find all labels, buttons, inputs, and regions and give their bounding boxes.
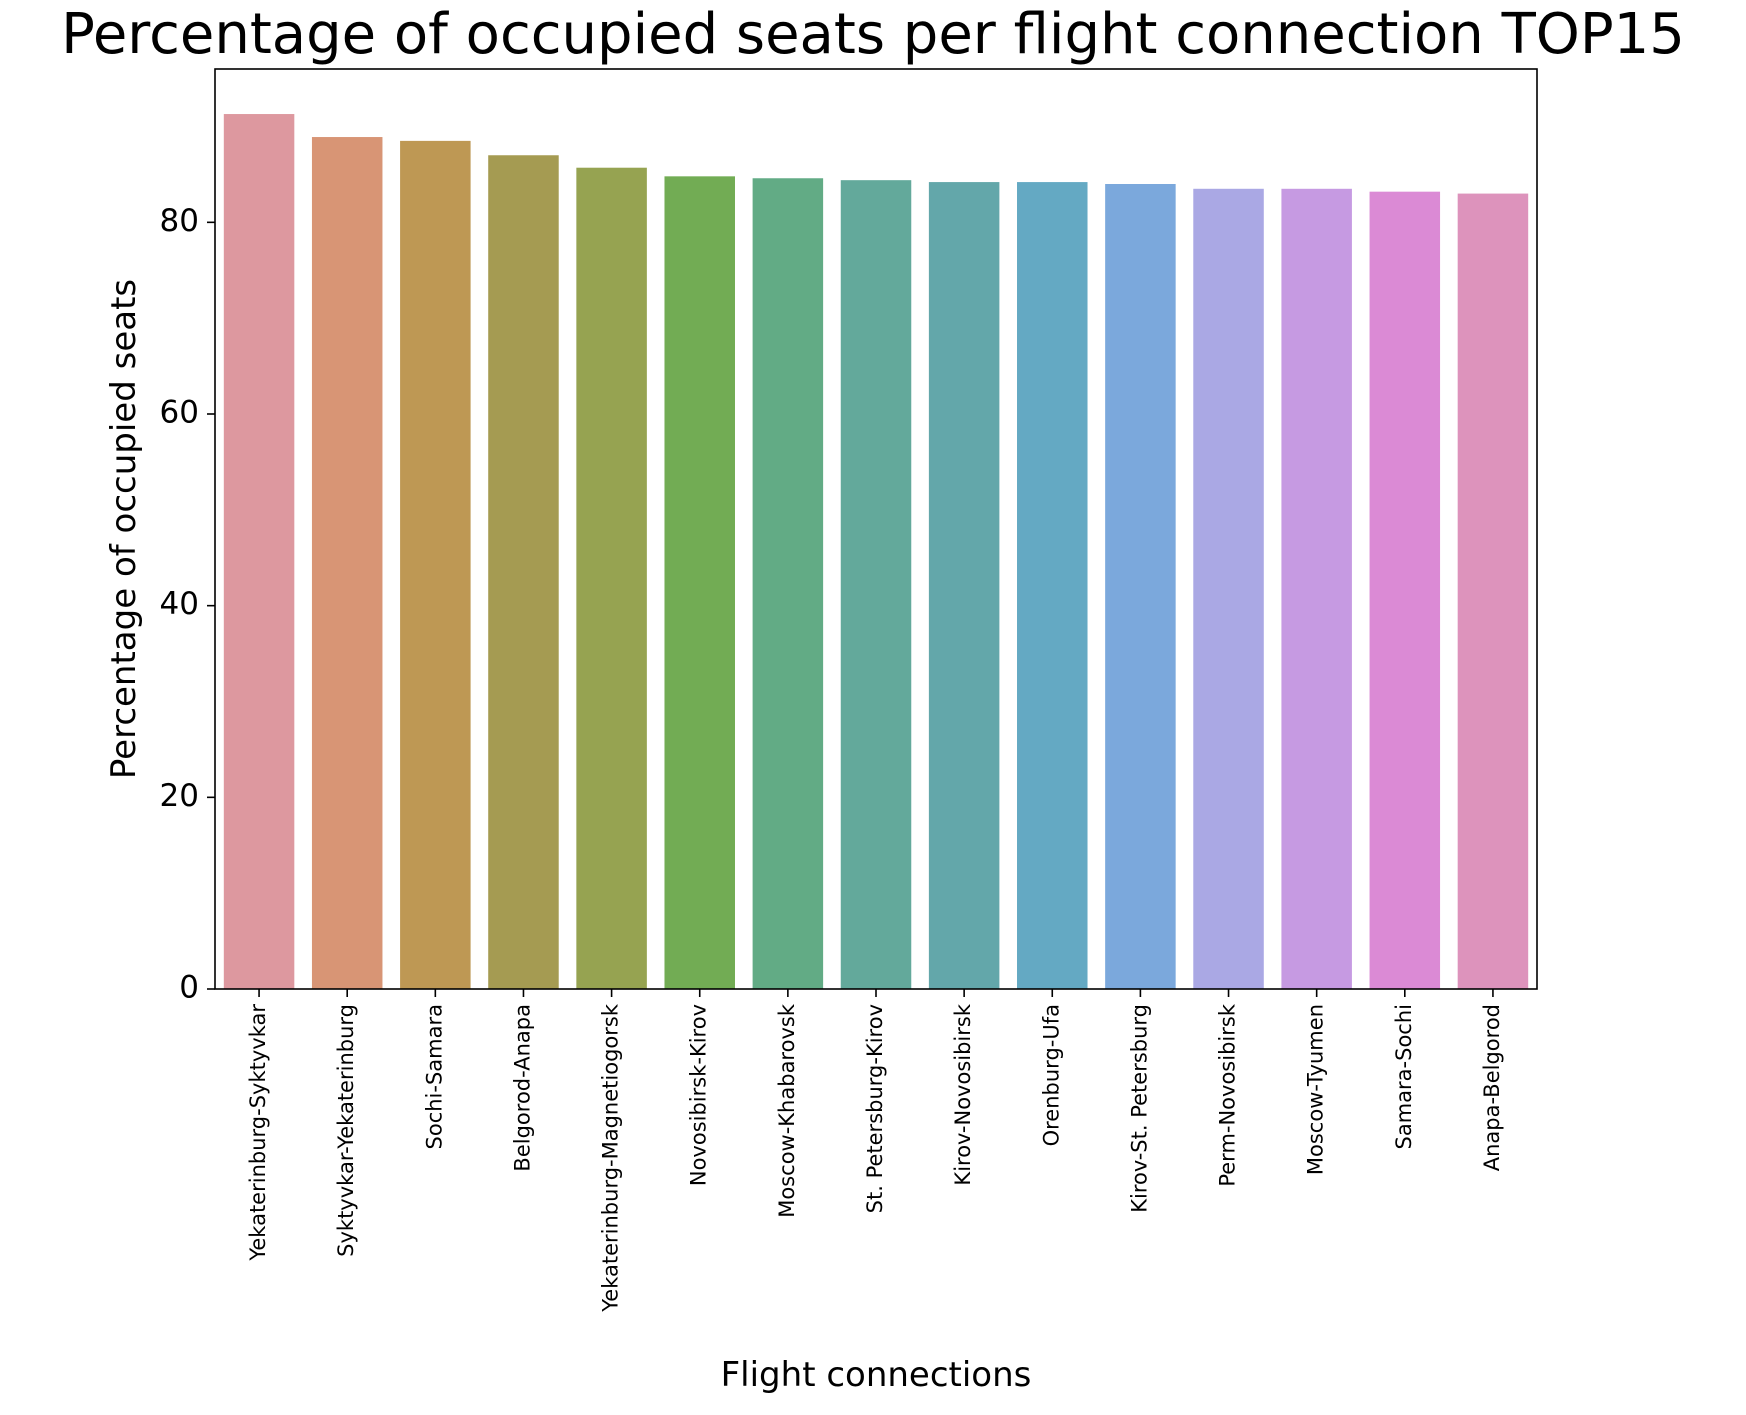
- chart-title: Percentage of occupied seats per flight …: [61, 2, 1685, 67]
- bar-novosibirsk-kirov: [664, 176, 735, 989]
- bar-kirov-novosibirsk: [928, 182, 1000, 989]
- x-axis: Yekaterinburg-Syktyvkar Syktyvkar-Yekater…: [246, 989, 1504, 1313]
- x-tick-label: Syktyvkar-Yekaterinburg: [334, 1004, 358, 1257]
- bars-layer: [223, 114, 1529, 990]
- bar-kirov-st-petersburg: [1105, 184, 1176, 989]
- bar-moscow-khabarovsk: [752, 178, 824, 989]
- x-tick-label: Kirov-Novosibirsk: [951, 1003, 975, 1185]
- bar-anapa-belgorod: [1457, 193, 1529, 989]
- x-tick-label: Yekaterinburg-Magnetiogorsk: [599, 1003, 623, 1313]
- bar-perm-novosibirsk: [1193, 188, 1264, 990]
- y-tick-label: 80: [160, 203, 199, 239]
- y-tick-label: 40: [160, 586, 199, 622]
- bar-orenburg-ufa: [1017, 182, 1088, 989]
- bar-moscow-tyumen: [1281, 188, 1352, 990]
- y-tick-label: 0: [179, 970, 199, 1006]
- x-tick-label: Samara-Sochi: [1392, 1004, 1416, 1149]
- x-tick-label: St. Petersburg-Kirov: [863, 1004, 887, 1213]
- x-tick-label: Yekaterinburg-Syktyvkar: [246, 1004, 270, 1262]
- y-axis: 0 20 40 60 80: [160, 203, 215, 1006]
- x-tick-label: Belgorod-Anapa: [510, 1004, 534, 1172]
- x-tick-label: Novosibirsk-Kirov: [687, 1004, 711, 1186]
- y-tick-label: 60: [160, 395, 199, 431]
- bar-sochi-samara: [400, 140, 471, 990]
- bar-yekaterinburg-syktyvkar: [223, 114, 295, 990]
- x-tick-label: Orenburg-Ufa: [1039, 1004, 1063, 1146]
- x-tick-label: Moscow-Khabarovsk: [775, 1003, 799, 1218]
- x-tick-label: Perm-Novosibirsk: [1216, 1003, 1240, 1186]
- y-tick-label: 20: [160, 778, 199, 814]
- x-tick-label: Sochi-Samara: [422, 1004, 446, 1149]
- bar-yekaterinburg-magnetiogorsk: [576, 167, 647, 989]
- x-tick-label: Anapa-Belgorod: [1480, 1004, 1504, 1171]
- bar-syktyvkar-yekaterinburg: [311, 137, 383, 990]
- bar-st-petersburg-kirov: [840, 180, 912, 990]
- y-axis-label: Percentage of occupied seats: [104, 279, 144, 779]
- x-axis-label: Flight connections: [721, 1355, 1032, 1395]
- x-tick-label: Kirov-St. Petersburg: [1127, 1004, 1151, 1213]
- x-tick-label: Moscow-Tyumen: [1304, 1004, 1328, 1175]
- bar-samara-sochi: [1369, 191, 1441, 990]
- bar-belgorod-anapa: [488, 155, 559, 989]
